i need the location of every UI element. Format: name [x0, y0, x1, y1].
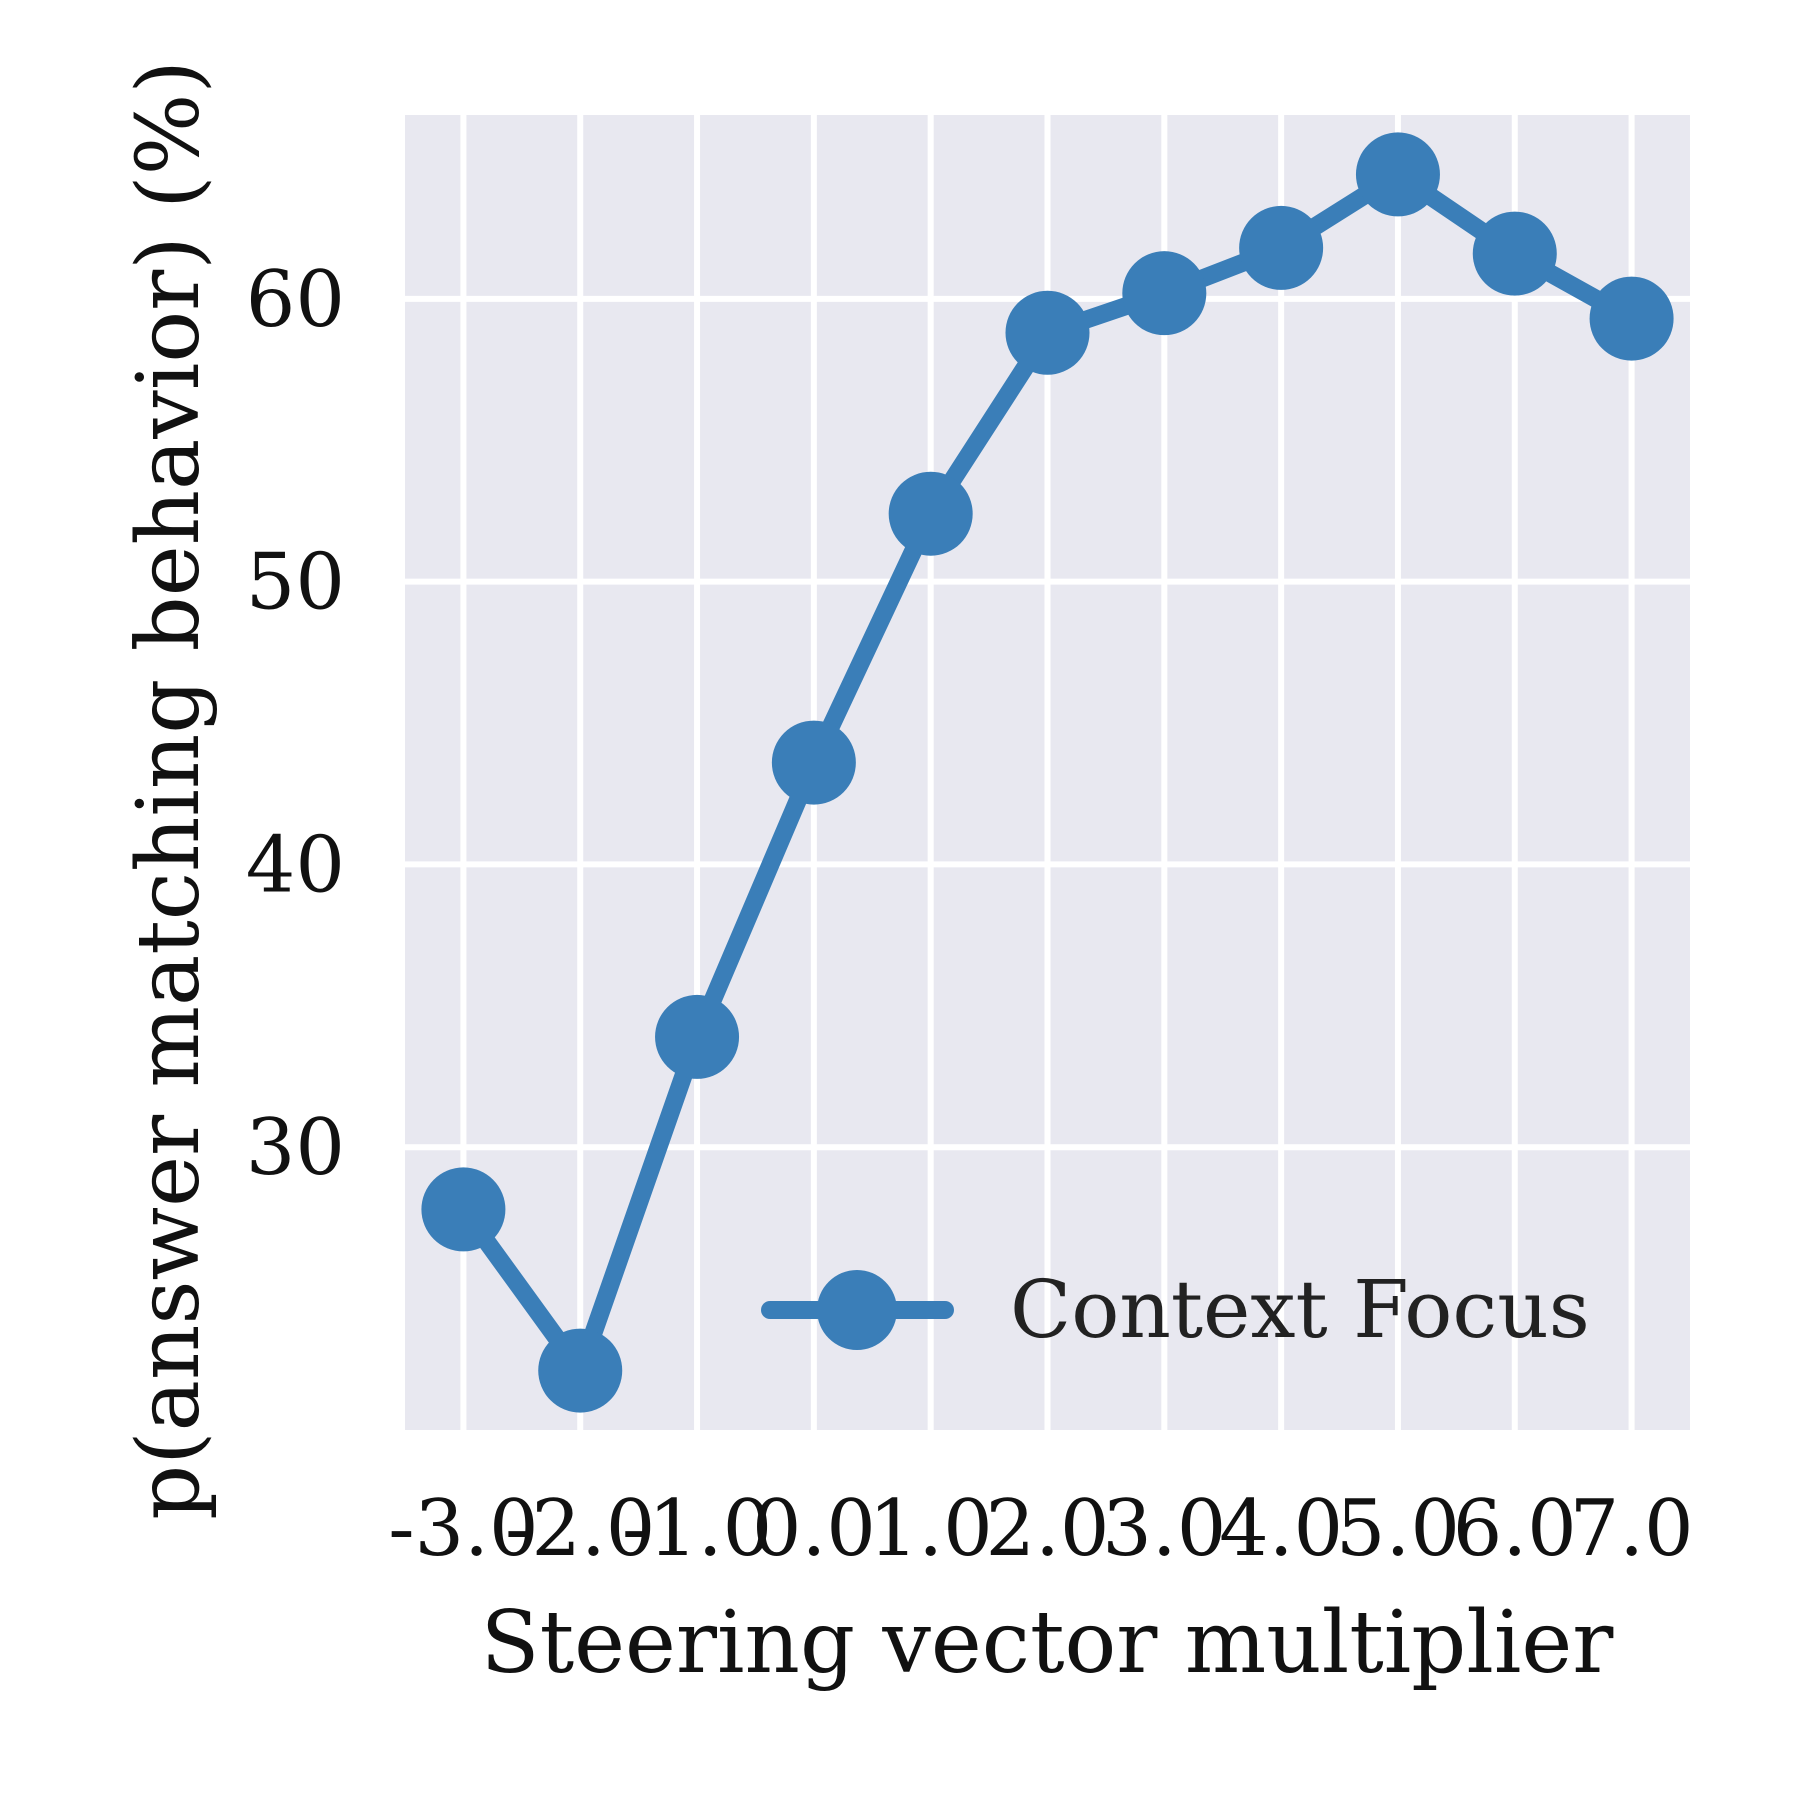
legend-marker [817, 1270, 897, 1350]
x-tick-label: 3.0 [1102, 1484, 1226, 1574]
x-tick-labels: -3.0-2.0-1.00.01.02.03.04.05.06.07.0 [388, 1484, 1693, 1574]
x-tick-label: -2.0 [505, 1484, 655, 1574]
y-tick-label: 50 [246, 538, 345, 628]
x-tick-label: -3.0 [388, 1484, 538, 1574]
data-point [771, 720, 856, 805]
x-tick-label: 7.0 [1570, 1484, 1694, 1574]
x-tick-label: -1.0 [622, 1484, 772, 1574]
data-point [421, 1167, 506, 1252]
data-point [1005, 290, 1090, 375]
data-point [1472, 211, 1557, 296]
y-axis-label: p(answer matching behavior) (%) [119, 60, 219, 1520]
x-tick-label: 6.0 [1453, 1484, 1577, 1574]
series-layer [421, 132, 1674, 1413]
x-tick-label: 0.0 [752, 1484, 876, 1574]
x-tick-label: 4.0 [1219, 1484, 1343, 1574]
data-point [655, 994, 740, 1079]
x-axis-label: Steering vector multiplier [481, 1593, 1615, 1693]
legend-label: Context Focus [1010, 1263, 1590, 1356]
data-point [1122, 251, 1207, 336]
x-tick-label: 5.0 [1336, 1484, 1460, 1574]
data-point [1589, 276, 1674, 361]
y-tick-labels: 30 40 50 60 [246, 255, 345, 1193]
data-point [1355, 132, 1440, 217]
legend: Context Focus [761, 1263, 1590, 1356]
y-tick-label: 60 [246, 255, 345, 345]
data-point [538, 1328, 623, 1413]
x-tick-label: 2.0 [985, 1484, 1109, 1574]
y-tick-label: 30 [246, 1103, 345, 1193]
data-point [888, 471, 973, 556]
y-tick-label: 40 [246, 820, 345, 910]
x-tick-label: 1.0 [869, 1484, 993, 1574]
data-point [1239, 205, 1324, 290]
